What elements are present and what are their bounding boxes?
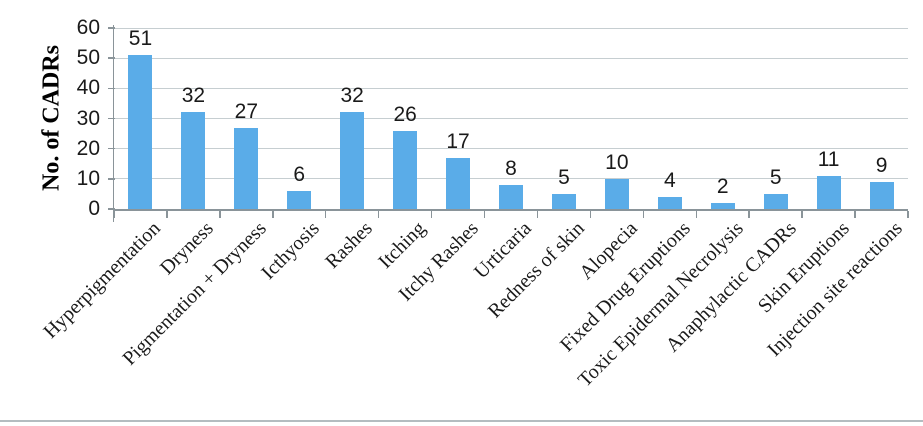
x-axis-tick: [854, 211, 856, 218]
y-axis-tick-label: 0: [88, 197, 100, 220]
bar: [446, 157, 471, 209]
bar: [234, 127, 259, 209]
y-axis-tick-label: 50: [76, 46, 100, 70]
y-axis-tick: [108, 208, 115, 210]
gridline: [114, 118, 908, 119]
y-axis-tick: [108, 178, 115, 180]
x-axis-tick: [695, 211, 698, 218]
bar-value-label: 4: [663, 168, 676, 192]
gridline: [114, 148, 908, 150]
y-axis-tick-label: 20: [76, 136, 100, 160]
bar: [551, 193, 576, 209]
y-axis-tick-label: 40: [76, 76, 100, 100]
x-axis-tick: [589, 211, 592, 218]
y-axis-tick: [108, 57, 115, 59]
bar: [710, 202, 735, 209]
gridline: [114, 87, 908, 89]
y-axis-tick: [108, 27, 115, 29]
x-axis-tick: [483, 211, 486, 218]
bar-value-label: 17: [446, 129, 470, 153]
x-axis-tick: [272, 211, 274, 218]
y-axis-tick: [108, 147, 115, 150]
x-axis-tick: [801, 211, 803, 218]
bar-value-label: 8: [505, 156, 517, 180]
bar: [499, 184, 523, 209]
x-axis-tick: [642, 211, 645, 218]
bar: [816, 175, 841, 209]
bar-value-label: 27: [234, 99, 258, 123]
x-axis-line: [112, 209, 908, 211]
bar-value-label: 32: [340, 84, 364, 108]
x-axis-tick: [748, 211, 750, 218]
bar-value-label: 11: [817, 147, 840, 171]
x-axis-tick: [430, 211, 433, 218]
bar: [287, 190, 312, 209]
bar-value-label: 51: [128, 27, 153, 51]
bar-value-label: 26: [393, 102, 417, 126]
y-axis-tick: [108, 117, 115, 120]
bar-value-label: 5: [769, 165, 782, 189]
bar-value-label: 32: [181, 84, 206, 108]
bar-value-label: 2: [716, 174, 729, 198]
x-axis-tick: [324, 211, 327, 218]
y-axis-tick-label: 30: [76, 106, 100, 130]
bar: [604, 178, 629, 209]
bar: [340, 112, 365, 209]
gridline: [114, 57, 908, 59]
y-axis-tick: [108, 87, 115, 90]
bar-value-label: 9: [875, 153, 888, 177]
bar: [657, 196, 682, 209]
x-axis-tick: [219, 211, 221, 218]
bar-value-label: 6: [293, 162, 306, 186]
figure-bottom-border: [0, 420, 923, 422]
bar: [869, 181, 894, 209]
x-axis-tick: [113, 211, 115, 218]
gridline: [114, 178, 908, 180]
gridline: [114, 27, 908, 29]
bar: [128, 55, 153, 209]
x-axis-tick: [907, 211, 909, 218]
bar: [181, 112, 206, 209]
x-axis-tick: [536, 211, 539, 218]
y-axis-tick-label: 60: [76, 16, 100, 39]
x-axis-tick: [166, 211, 168, 218]
y-axis-tick-label: 10: [76, 166, 100, 190]
bar-value-label: 5: [558, 165, 570, 189]
bar: [763, 193, 788, 209]
bar-value-label: 10: [605, 150, 629, 174]
bar: [393, 130, 418, 209]
y-axis-line: [112, 25, 114, 222]
x-axis-tick: [377, 211, 380, 218]
